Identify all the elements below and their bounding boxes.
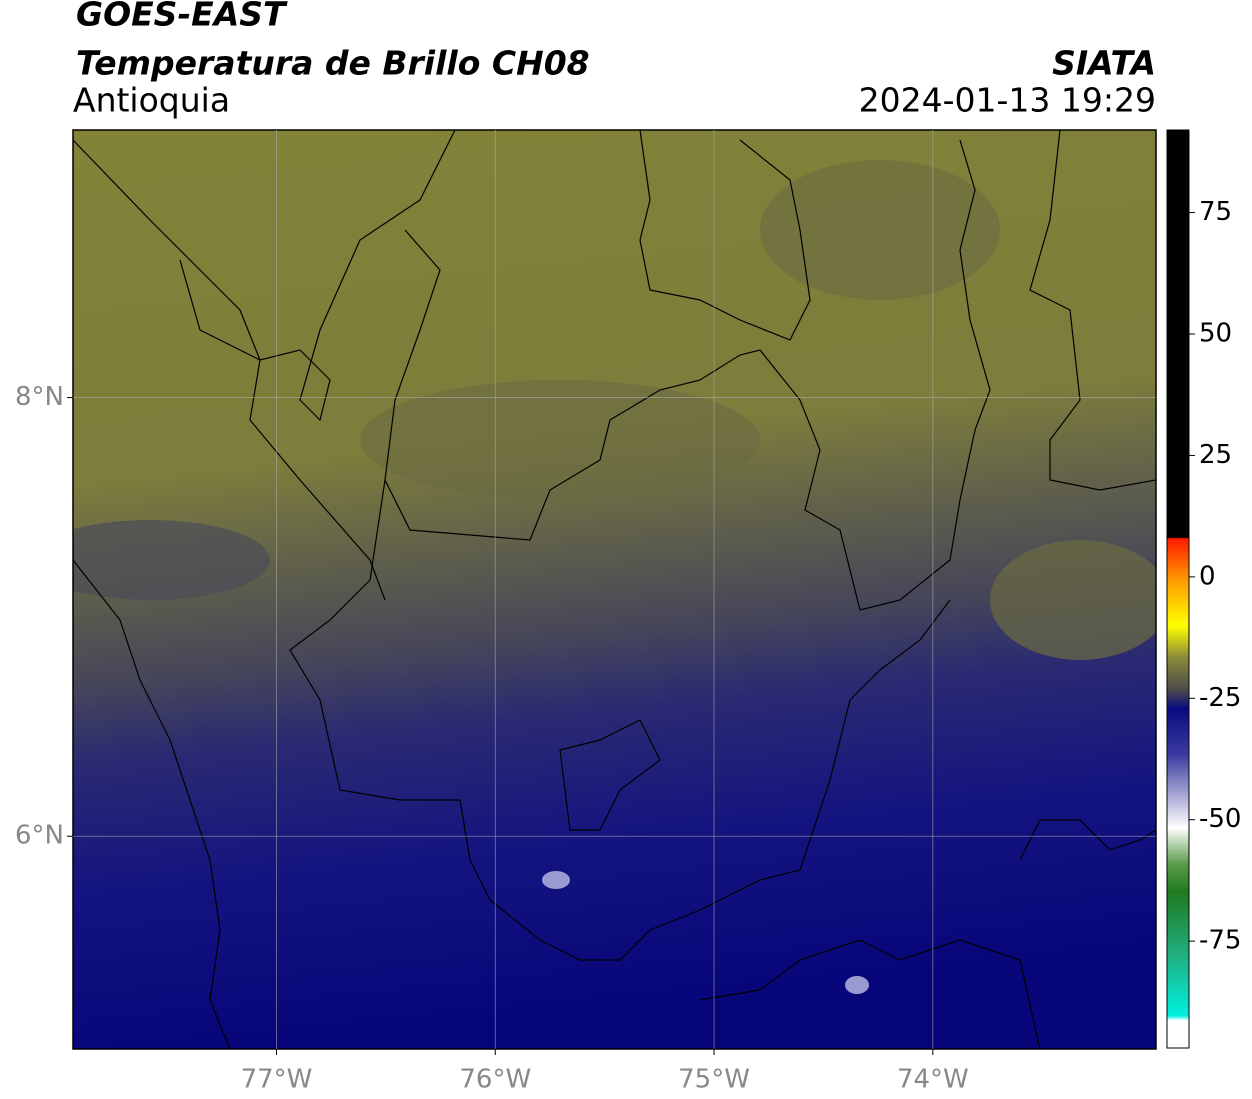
- x-tick-label: 74°W: [897, 1065, 969, 1095]
- map-frame: [72, 129, 1157, 1050]
- x-tick-label: 75°W: [678, 1065, 750, 1095]
- coast: [179, 130, 456, 422]
- x-tick-label: 76°W: [459, 1065, 531, 1095]
- datetime: 2024-01-13 19:29: [859, 81, 1156, 120]
- colorbar: [1166, 129, 1190, 1049]
- boundary: [384, 139, 991, 611]
- map-area: [73, 130, 1156, 1049]
- boundary: [559, 719, 661, 831]
- colorbar-label: 0: [1199, 561, 1216, 591]
- boundary: [1019, 819, 1156, 861]
- colorbar-label: -25: [1199, 683, 1241, 713]
- y-tick-label: 8°N: [15, 382, 64, 412]
- colorbar-label: -50: [1199, 804, 1241, 834]
- title: GOES-EAST: [76, 0, 288, 34]
- source: SIATA: [1052, 44, 1156, 83]
- cold-spot: [542, 871, 570, 889]
- x-tick-label: 77°W: [241, 1065, 313, 1095]
- cloud: [360, 380, 760, 500]
- cloud: [73, 520, 270, 600]
- boundary: [289, 479, 951, 961]
- product: Temperatura de Brillo CH08: [76, 44, 590, 83]
- y-tick-label: 6°N: [15, 821, 64, 851]
- imagery: [73, 130, 1156, 1049]
- coast: [73, 559, 231, 1049]
- boundary: [1029, 130, 1156, 491]
- cloud: [760, 160, 1000, 300]
- boundary: [639, 130, 811, 341]
- colorbar-label: 25: [1199, 440, 1232, 470]
- boundary: [699, 939, 1041, 1049]
- colorbar-label: 75: [1199, 197, 1232, 227]
- region: Antioquia: [73, 81, 230, 120]
- colorbar-label: -75: [1199, 926, 1241, 956]
- cold-spot: [845, 976, 869, 994]
- colorbar-label: 50: [1199, 319, 1232, 349]
- cloud: [990, 540, 1156, 660]
